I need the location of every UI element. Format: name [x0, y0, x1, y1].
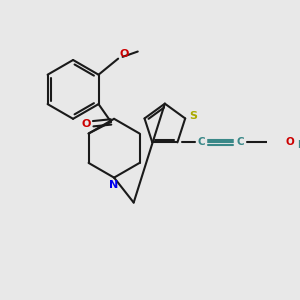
Text: C: C: [237, 137, 244, 147]
Text: O: O: [120, 49, 129, 59]
Text: O: O: [81, 119, 91, 129]
Text: C: C: [198, 137, 205, 147]
Text: N: N: [110, 180, 119, 190]
Text: O: O: [285, 137, 294, 147]
Text: S: S: [189, 111, 197, 121]
Text: H: H: [297, 140, 300, 150]
